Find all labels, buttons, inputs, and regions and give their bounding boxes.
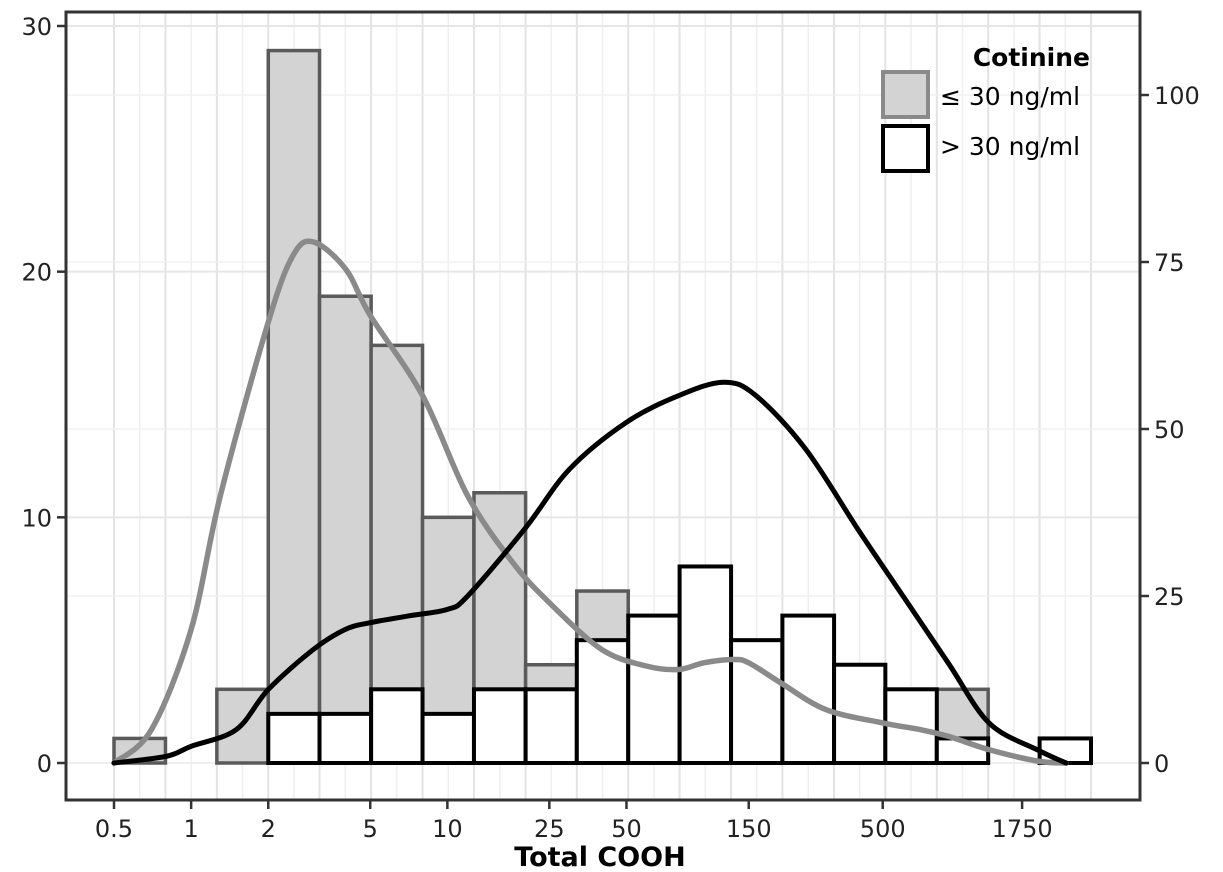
histogram-bar (471, 687, 528, 765)
x-tick-label: 5 (363, 815, 378, 843)
x-axis-title: Total COOH (514, 842, 685, 872)
y-left-tick-label: 30 (21, 13, 52, 41)
x-tick-label: 50 (611, 815, 642, 843)
x-axis: 0.5 1 2 5 10 25 50 150 500 1750 (95, 800, 1053, 843)
x-tick-label: 150 (726, 815, 772, 843)
histogram-bar (369, 687, 425, 765)
y-right-tick-label: 100 (1154, 82, 1200, 110)
x-tick-label: 500 (860, 815, 906, 843)
histogram-bar (317, 294, 373, 765)
density-curve-low-cotinine (111, 238, 1069, 766)
y-right-tick-label: 50 (1154, 416, 1185, 444)
legend-label-high: > 30 ng/ml (940, 132, 1080, 161)
histogram-bar (1037, 736, 1094, 766)
density-curve-high-cotinine (111, 379, 1069, 766)
x-tick-label: 0.5 (95, 815, 133, 843)
y-left-tick-label: 10 (21, 504, 52, 532)
legend: Cotinine ≤ 30 ng/ml > 30 ng/ml (881, 43, 1090, 173)
legend-title: Cotinine (973, 43, 1090, 72)
legend-swatch-high (881, 124, 930, 173)
y-left-tick-label: 20 (21, 259, 52, 287)
y-left-tick-label: 0 (37, 750, 52, 778)
y-axis-right: 0 25 50 75 100 (1140, 82, 1200, 778)
bars-series-high-cotinine (266, 564, 1094, 766)
histogram-bar (626, 613, 682, 765)
histogram-bar (523, 687, 579, 765)
histogram-bar (420, 711, 476, 765)
histogram-bar (266, 48, 322, 765)
histogram-bar (317, 711, 374, 765)
x-tick-label: 25 (534, 815, 565, 843)
x-tick-label: 1750 (992, 815, 1053, 843)
legend-label-low: ≤ 30 ng/ml (940, 82, 1080, 111)
histogram-bar (266, 711, 322, 765)
plot-frame (64, 10, 1142, 802)
x-tick-label: 2 (261, 815, 276, 843)
y-right-tick-label: 25 (1154, 583, 1185, 611)
y-right-tick-label: 0 (1154, 750, 1169, 778)
y-axis-left: 0 10 20 30 (21, 13, 66, 778)
y-right-tick-label: 75 (1154, 249, 1185, 277)
x-tick-label: 10 (432, 815, 463, 843)
legend-swatch-low (881, 70, 930, 119)
x-tick-label: 1 (183, 815, 198, 843)
